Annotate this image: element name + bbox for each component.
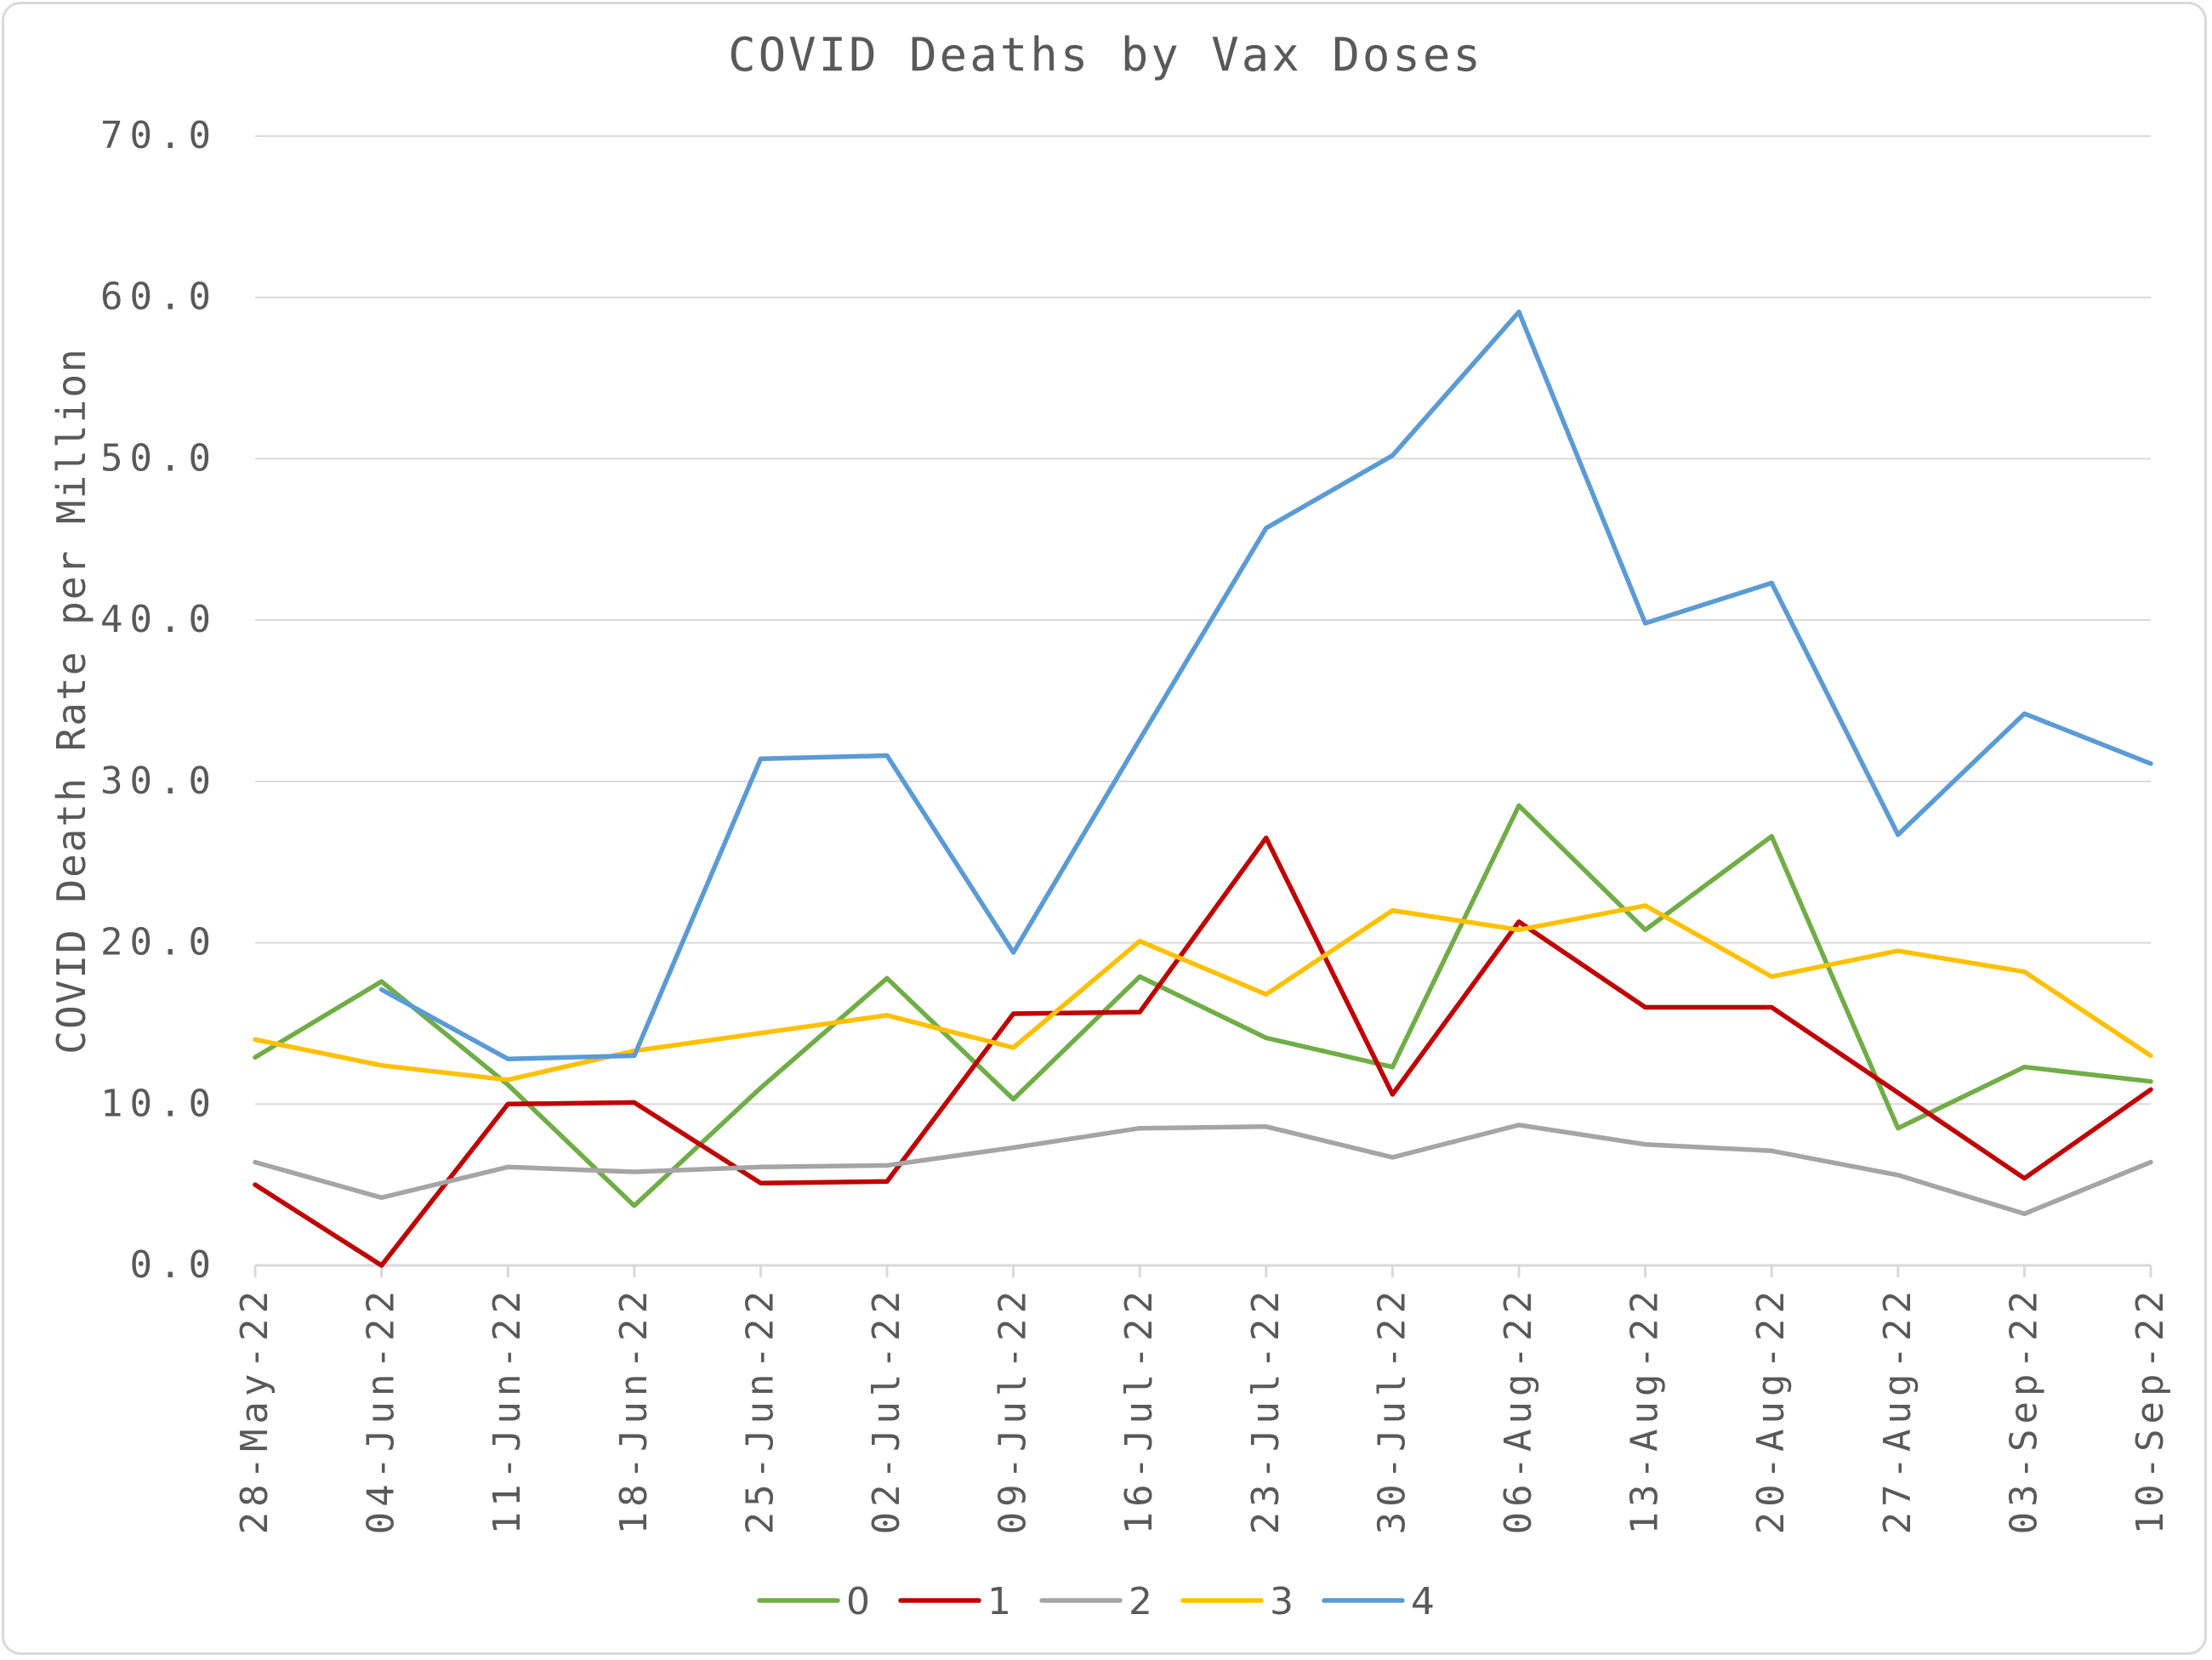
x-tick-label: 09-Jul-22 <box>992 1286 1035 1534</box>
y-tick-label: 20.0 <box>100 921 218 964</box>
x-tick-label: 10-Sep-22 <box>2129 1286 2172 1534</box>
y-tick-label: 40.0 <box>100 598 218 641</box>
y-tick-label: 70.0 <box>100 114 218 157</box>
legend-label-3: 3 <box>1270 1580 1294 1623</box>
x-axis <box>253 1264 2152 1277</box>
x-tick-label: 28-May-22 <box>233 1286 276 1534</box>
y-tick-label: 10.0 <box>100 1082 218 1125</box>
legend: 0 1 2 3 4 <box>757 1580 1435 1623</box>
x-tick-label: 11-Jun-22 <box>486 1286 529 1534</box>
y-tick-label: 30.0 <box>100 759 218 803</box>
y-axis-tick-labels: 0.0 10.0 20.0 30.0 40.0 50.0 60.0 70.0 <box>100 114 218 1287</box>
x-tick-label: 25-Jun-22 <box>738 1286 782 1534</box>
series-line-0 <box>253 803 2153 1208</box>
x-tick-label: 04-Jun-22 <box>360 1286 403 1534</box>
x-axis-tick-labels: 28-May-22 04-Jun-22 11-Jun-22 18-Jun-22 25-J… <box>233 1286 2172 1534</box>
x-tick-label: 02-Jul-22 <box>865 1286 908 1534</box>
y-tick-label: 60.0 <box>100 276 218 319</box>
x-tick-label: 16-Jul-22 <box>1117 1286 1161 1534</box>
x-tick-label: 30-Jul-22 <box>1370 1286 1413 1534</box>
series-line-2 <box>253 1123 2153 1217</box>
y-axis-title: COVID Death Rate per Million <box>48 347 94 1054</box>
legend-label-1: 1 <box>987 1580 1011 1623</box>
series-line-1 <box>253 835 2153 1268</box>
series-line-4 <box>378 310 2153 1061</box>
x-tick-label: 13-Aug-22 <box>1623 1286 1667 1534</box>
x-tick-label: 20-Aug-22 <box>1749 1286 1793 1534</box>
legend-label-0: 0 <box>846 1580 870 1623</box>
legend-label-4: 4 <box>1411 1580 1435 1623</box>
chart-title: COVID Deaths by Vax Doses <box>728 28 1483 82</box>
legend-label-2: 2 <box>1129 1580 1152 1623</box>
x-tick-label: 23-Jul-22 <box>1244 1286 1288 1534</box>
y-tick-label: 50.0 <box>100 436 218 480</box>
series-lines <box>253 310 2153 1268</box>
series-line-3 <box>253 903 2153 1083</box>
x-tick-label: 06-Aug-22 <box>1497 1286 1540 1534</box>
x-tick-label: 03-Sep-22 <box>2002 1286 2045 1534</box>
x-tick-label: 18-Jun-22 <box>612 1286 656 1534</box>
x-tick-label: 27-Aug-22 <box>1876 1286 1919 1534</box>
y-tick-label: 0.0 <box>130 1243 218 1287</box>
